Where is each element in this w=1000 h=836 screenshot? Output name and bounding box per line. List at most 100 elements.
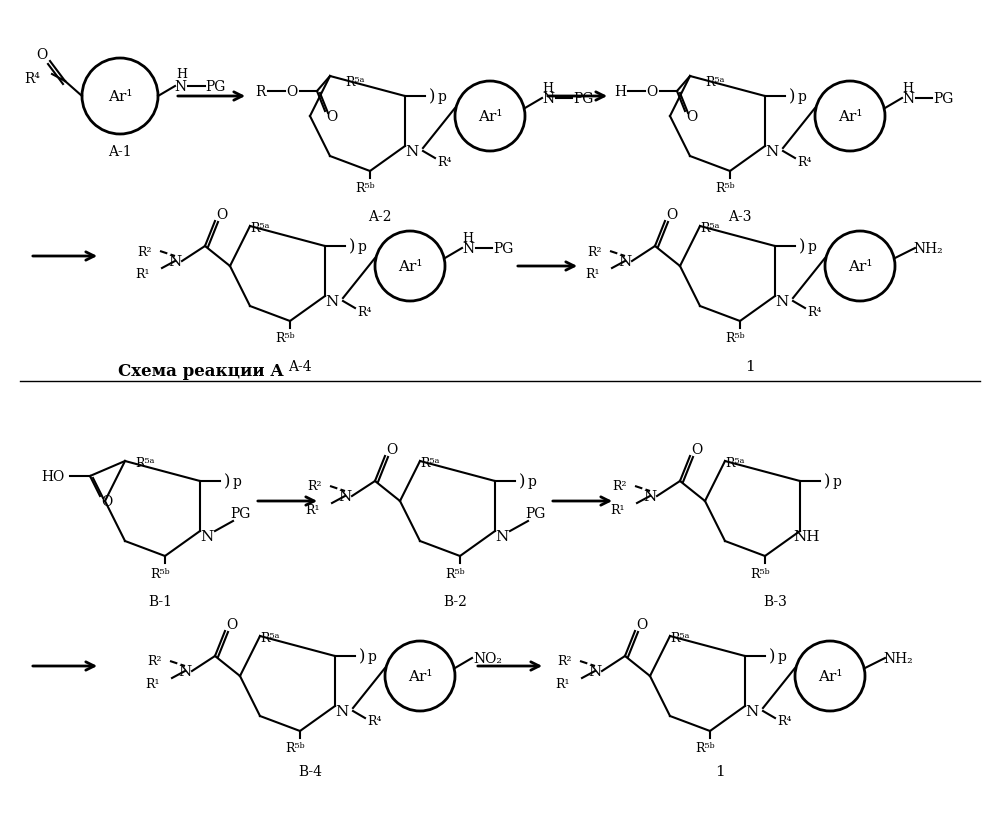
Text: N: N <box>775 294 789 308</box>
Text: R⁵ᵃ: R⁵ᵃ <box>345 75 365 89</box>
Text: PG: PG <box>573 92 593 106</box>
Text: R⁵ᵇ: R⁵ᵇ <box>445 567 465 580</box>
Text: R⁵ᵃ: R⁵ᵃ <box>700 222 720 235</box>
Text: N: N <box>495 529 509 543</box>
Text: N: N <box>200 529 214 543</box>
Text: O: O <box>216 208 228 222</box>
Text: N: N <box>765 145 779 159</box>
Text: N: N <box>405 145 419 159</box>
Text: R⁴: R⁴ <box>808 305 822 319</box>
Text: H: H <box>902 83 914 95</box>
Text: N: N <box>178 665 192 678</box>
Text: ): ) <box>349 238 355 255</box>
Text: 1: 1 <box>745 359 755 374</box>
Text: A-2: A-2 <box>368 210 392 224</box>
Text: N: N <box>542 92 554 106</box>
Text: O: O <box>686 110 698 124</box>
Text: O: O <box>666 208 678 222</box>
Text: ): ) <box>824 473 830 490</box>
Text: ): ) <box>769 648 775 665</box>
Text: O: O <box>286 85 298 99</box>
Text: ): ) <box>519 473 525 490</box>
Text: PG: PG <box>933 92 953 106</box>
Text: N: N <box>168 255 182 268</box>
Text: p: p <box>778 650 786 663</box>
Text: R⁵ᵇ: R⁵ᵇ <box>355 182 375 196</box>
Text: N: N <box>335 704 349 718</box>
Text: R⁵ᵃ: R⁵ᵃ <box>420 457 440 470</box>
Text: H: H <box>177 69 188 81</box>
Text: PG: PG <box>493 242 513 256</box>
Text: B-1: B-1 <box>148 594 172 609</box>
Text: N: N <box>745 704 759 718</box>
Text: A-1: A-1 <box>108 145 132 159</box>
Text: NO₂: NO₂ <box>474 651 503 665</box>
Text: 1: 1 <box>715 764 725 778</box>
Text: NH₂: NH₂ <box>883 651 913 665</box>
Text: B-4: B-4 <box>298 764 322 778</box>
Text: N: N <box>174 80 186 94</box>
Text: p: p <box>808 240 816 253</box>
Text: R⁴: R⁴ <box>358 305 372 319</box>
Text: B-3: B-3 <box>763 594 787 609</box>
Text: R⁵ᵇ: R⁵ᵇ <box>725 332 745 345</box>
Text: O: O <box>646 85 658 99</box>
Text: R⁵ᵇ: R⁵ᵇ <box>750 567 770 580</box>
Text: Ar¹: Ar¹ <box>838 110 862 124</box>
Text: NH₂: NH₂ <box>913 242 943 256</box>
Text: R¹: R¹ <box>556 678 570 691</box>
Text: p: p <box>833 475 841 488</box>
Text: ): ) <box>359 648 365 665</box>
Text: N: N <box>588 665 602 678</box>
Text: p: p <box>358 240 366 253</box>
Text: O: O <box>636 617 648 631</box>
Text: p: p <box>528 475 536 488</box>
Text: R²: R² <box>613 480 627 493</box>
Text: O: O <box>691 442 703 456</box>
Text: R²: R² <box>588 245 602 258</box>
Text: NH: NH <box>794 529 820 543</box>
Text: N: N <box>462 242 474 256</box>
Text: N: N <box>618 255 632 268</box>
Text: p: p <box>368 650 376 663</box>
Text: R⁵ᵇ: R⁵ᵇ <box>285 742 305 755</box>
Text: R⁴: R⁴ <box>778 715 792 727</box>
Text: R⁵ᵃ: R⁵ᵃ <box>670 632 690 645</box>
Text: R²: R² <box>138 245 152 258</box>
Text: R⁴: R⁴ <box>798 155 812 168</box>
Text: R⁵ᵃ: R⁵ᵃ <box>135 457 155 470</box>
Text: O: O <box>386 442 398 456</box>
Text: R⁵ᵇ: R⁵ᵇ <box>275 332 295 345</box>
Text: R⁵ᵃ: R⁵ᵃ <box>260 632 280 645</box>
Text: Схема реакции А: Схема реакции А <box>118 363 284 380</box>
Text: A-3: A-3 <box>728 210 752 224</box>
Text: Ar¹: Ar¹ <box>408 669 432 683</box>
Text: R⁴: R⁴ <box>24 72 40 86</box>
Text: p: p <box>438 90 446 104</box>
Text: R¹: R¹ <box>136 268 150 281</box>
Text: O: O <box>226 617 238 631</box>
Text: PG: PG <box>205 80 225 94</box>
Text: N: N <box>902 92 914 106</box>
Text: H: H <box>463 232 474 245</box>
Text: R⁵ᵇ: R⁵ᵇ <box>695 742 715 755</box>
Text: Ar¹: Ar¹ <box>478 110 502 124</box>
Text: A-4: A-4 <box>288 359 312 374</box>
Text: O: O <box>36 48 48 62</box>
Text: N: N <box>338 489 352 503</box>
Text: p: p <box>233 475 241 488</box>
Text: N: N <box>643 489 657 503</box>
Text: O: O <box>101 494 113 508</box>
Text: R²: R² <box>558 655 572 668</box>
Text: H: H <box>614 85 626 99</box>
Text: B-2: B-2 <box>443 594 467 609</box>
Text: Ar¹: Ar¹ <box>398 260 422 273</box>
Text: R⁵ᵃ: R⁵ᵃ <box>705 75 725 89</box>
Text: N: N <box>325 294 339 308</box>
Text: R¹: R¹ <box>610 503 625 516</box>
Text: R¹: R¹ <box>586 268 600 281</box>
Text: R¹: R¹ <box>306 503 320 516</box>
Text: R⁵ᵃ: R⁵ᵃ <box>250 222 270 235</box>
Text: PG: PG <box>525 507 545 520</box>
Text: R⁵ᵇ: R⁵ᵇ <box>150 567 170 580</box>
